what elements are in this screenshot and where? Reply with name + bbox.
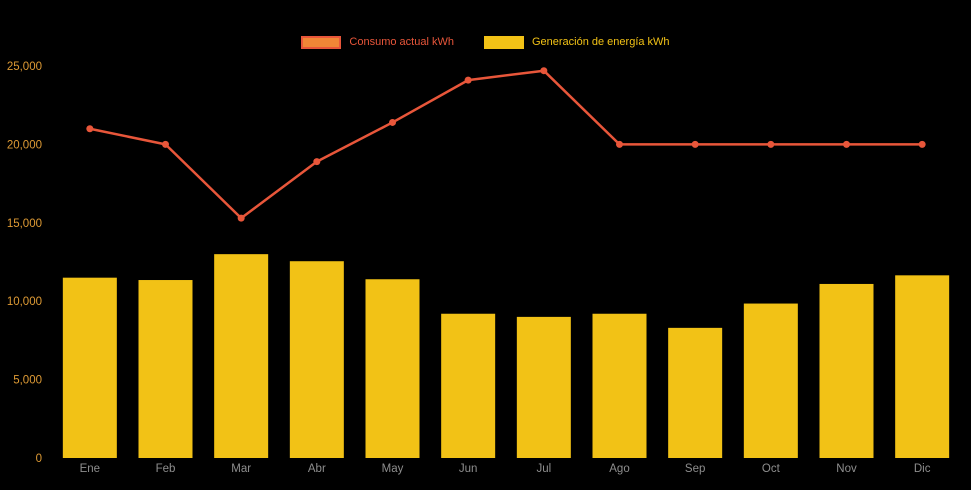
consumption-data-point: [86, 125, 94, 133]
generation-bar: [138, 280, 193, 458]
y-axis-tick-label: 0: [36, 453, 42, 465]
y-axis-tick-label: 25,000: [7, 61, 42, 73]
generation-bar: [819, 283, 874, 458]
x-axis-tick-label: Nov: [836, 463, 857, 475]
generation-bar: [743, 303, 798, 458]
x-axis-tick-label: Ago: [609, 463, 629, 475]
generation-bar: [668, 327, 723, 458]
y-axis-tick-label: 15,000: [7, 218, 42, 230]
legend-swatch-generacion-energia: [483, 36, 524, 49]
consumption-data-point: [918, 140, 926, 148]
consumption-data-point: [843, 140, 850, 148]
generation-bar: [214, 254, 269, 458]
consumption-data-point: [616, 140, 623, 148]
generation-bar: [895, 275, 950, 458]
y-axis-tick-label: 5,000: [13, 375, 42, 387]
legend-item-generacion-energia[interactable]: Generación de energía kWh: [483, 36, 670, 49]
legend-swatch-consumo-actual: [301, 36, 342, 49]
consumption-data-point: [313, 158, 321, 166]
x-axis-tick-label: Mar: [231, 463, 251, 475]
y-axis-tick-label: 10,000: [7, 296, 42, 308]
legend-label-generacion-energia: Generación de energía kWh: [531, 36, 670, 48]
consumption-data-point: [691, 140, 699, 148]
x-axis-tick-label: Dic: [914, 463, 931, 475]
legend-item-consumo-actual[interactable]: Consumo actual kWh: [301, 36, 454, 49]
x-axis-tick-label: Jun: [459, 463, 478, 475]
generation-bar: [62, 277, 117, 458]
x-axis-tick-label: Feb: [156, 463, 176, 475]
consumption-data-point: [464, 76, 472, 84]
generation-bar: [365, 279, 420, 458]
generation-bar: [441, 313, 496, 458]
consumption-line: [89, 69, 923, 220]
consumption-data-point: [389, 118, 396, 126]
x-axis-tick-label: Abr: [308, 463, 326, 475]
consumption-data-point: [162, 140, 169, 148]
legend-label-consumo-actual: Consumo actual kWh: [349, 36, 454, 48]
consumption-data-point: [767, 140, 775, 148]
consumption-data-point: [237, 214, 245, 222]
y-axis-tick-label: 20,000: [7, 139, 42, 151]
x-axis-tick-label: Oct: [762, 463, 781, 475]
generation-bar: [516, 316, 571, 458]
generation-bar: [592, 313, 647, 458]
consumption-data-point: [540, 67, 548, 75]
x-axis-tick-label: May: [382, 463, 404, 475]
x-axis-tick-label: Ene: [80, 463, 100, 475]
x-axis-tick-label: Jul: [536, 463, 551, 475]
legend: Consumo actual kWh Generación de energía…: [0, 36, 971, 49]
generation-bar: [289, 261, 344, 458]
x-axis-tick-label: Sep: [685, 463, 705, 475]
